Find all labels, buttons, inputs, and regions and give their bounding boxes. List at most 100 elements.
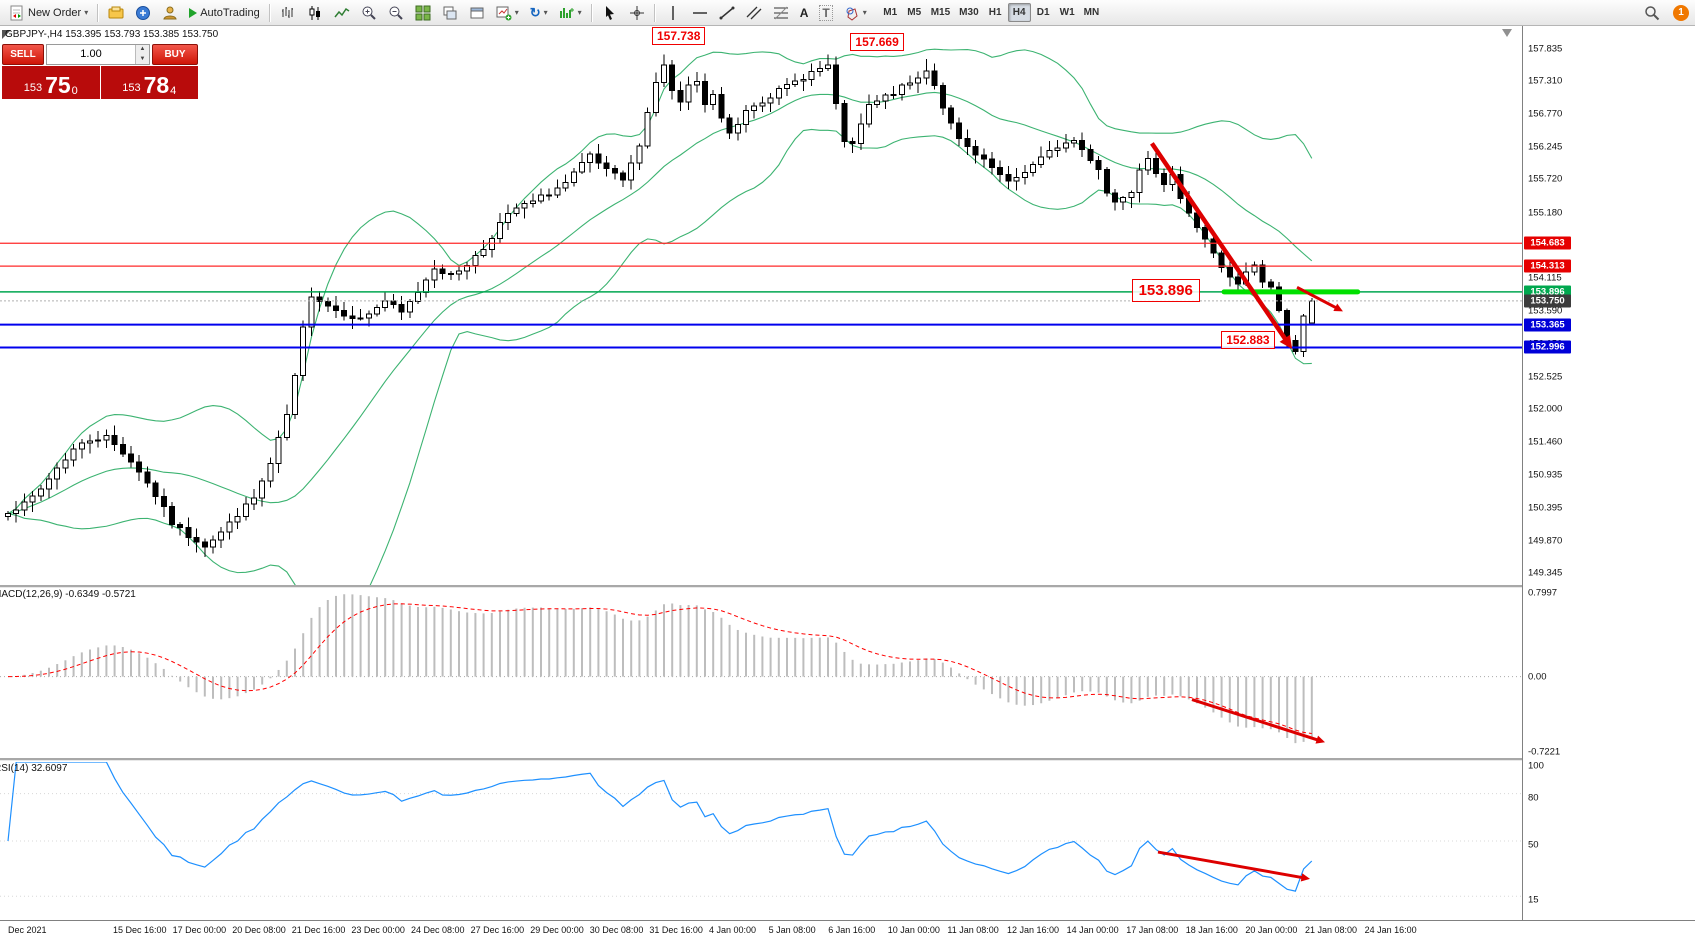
price-axis-label: 155.180 xyxy=(1528,207,1563,219)
community-icon xyxy=(163,6,177,19)
zoom-in-button[interactable] xyxy=(356,2,382,24)
price-annotation: 157.669 xyxy=(850,32,904,51)
price-tag: 153.365 xyxy=(1524,318,1571,332)
line-chart-button[interactable] xyxy=(329,2,355,24)
timeframe-m15-button[interactable]: M15 xyxy=(927,3,954,22)
cursor-tool-button[interactable] xyxy=(597,2,623,24)
crosshair-tool-button[interactable] xyxy=(624,2,650,24)
horizontal-line-icon xyxy=(692,11,707,14)
channel-icon xyxy=(746,6,762,19)
cascade-windows-button[interactable] xyxy=(437,2,463,24)
one-click-trading-panel: SELL 1.00 ▲ ▼ BUY 153 75 0 153 78 4 xyxy=(2,44,198,99)
price-annotation: 153.896 xyxy=(1131,278,1200,302)
timeframe-h4-button[interactable]: H4 xyxy=(1007,3,1031,22)
sell-price[interactable]: 153 75 0 xyxy=(2,66,100,99)
timeframe-h1-button[interactable]: H1 xyxy=(984,3,1007,22)
time-axis-label: 4 Jan 00:00 xyxy=(709,925,757,935)
timeframe-d1-button[interactable]: D1 xyxy=(1032,3,1055,22)
buy-price[interactable]: 153 78 4 xyxy=(100,66,198,99)
chart-profiles-button[interactable]: ↻ ▾ xyxy=(525,2,553,24)
price-axis-label: 156.245 xyxy=(1528,141,1563,153)
zoom-out-button[interactable] xyxy=(383,2,409,24)
horizontal-line-tool-button[interactable] xyxy=(687,2,713,24)
line-chart-icon xyxy=(334,7,350,17)
rsi-indicator-label: RSI(14) 32.6097 xyxy=(0,763,68,774)
caret-down-icon: ▾ xyxy=(543,7,548,17)
shapes-tool-button[interactable]: ▾ xyxy=(839,2,872,24)
crosshair-icon xyxy=(629,5,644,20)
bar-chart-button[interactable] xyxy=(275,2,301,24)
new-chart-icon xyxy=(496,6,512,20)
cascade-windows-icon xyxy=(443,6,457,19)
buy-price-big: 78 xyxy=(143,72,170,98)
timeframe-m30-button[interactable]: M30 xyxy=(955,3,982,22)
volume-value[interactable]: 1.00 xyxy=(80,48,102,60)
time-axis-label: 21 Dec 16:00 xyxy=(291,925,346,935)
cursor-icon xyxy=(605,5,614,20)
symbol-ohlc-label: GBPJPY-,H4 153.395 153.793 153.385 153.7… xyxy=(5,29,219,40)
rsi-axis-label: 15 xyxy=(1528,894,1539,906)
toolbar-separator xyxy=(268,3,271,22)
price-axis-label: 149.870 xyxy=(1528,535,1563,547)
price-tag: 154.683 xyxy=(1524,236,1571,250)
zoom-out-icon xyxy=(389,6,403,20)
label-tool-button[interactable]: T xyxy=(814,2,837,24)
buy-button[interactable]: BUY xyxy=(152,44,198,65)
rsi-axis-label: 50 xyxy=(1528,839,1539,851)
new-chart-button[interactable]: ▾ xyxy=(491,2,524,24)
vertical-line-tool-button[interactable] xyxy=(660,2,686,24)
fibonacci-tool-button[interactable] xyxy=(768,2,794,24)
vertical-line-icon xyxy=(671,5,674,20)
terminal-icon xyxy=(136,5,151,20)
panel-splitter[interactable] xyxy=(0,758,1695,761)
candlestick-chart-button[interactable] xyxy=(302,2,328,24)
timeframe-mn-button[interactable]: MN xyxy=(1080,3,1104,22)
time-axis-label: 12 Jan 16:00 xyxy=(1007,925,1060,935)
text-tool-icon: A xyxy=(799,5,809,20)
tile-windows-button[interactable] xyxy=(410,2,436,24)
channel-tool-button[interactable] xyxy=(741,2,767,24)
time-axis-label: Dec 2021 xyxy=(8,925,47,935)
trendline-tool-button[interactable] xyxy=(714,2,740,24)
price-axis-label: 155.720 xyxy=(1528,173,1563,185)
timeframe-m5-button[interactable]: M5 xyxy=(903,3,926,22)
new-order-button[interactable]: New Order ▾ xyxy=(4,2,93,24)
autotrading-button[interactable]: AutoTrading xyxy=(184,2,265,24)
buy-price-sup: 4 xyxy=(170,85,177,97)
text-tool-button[interactable]: A xyxy=(795,2,814,24)
shapes-icon xyxy=(846,7,858,21)
metaeditor-button[interactable] xyxy=(103,2,129,24)
panel-splitter[interactable] xyxy=(0,585,1695,588)
time-axis-label: 27 Dec 16:00 xyxy=(470,925,525,935)
indicators-button[interactable]: ▾ xyxy=(554,2,587,24)
volume-down-button[interactable]: ▼ xyxy=(136,54,149,64)
price-axis[interactable]: 157.835 157.310 156.770 156.245 155.720 155.1… xyxy=(1522,26,1695,920)
time-axis-label: 17 Dec 00:00 xyxy=(172,925,227,935)
volume-spinner: ▲ ▼ xyxy=(135,45,149,64)
volume-up-button[interactable]: ▲ xyxy=(136,45,149,55)
time-axis[interactable]: Dec 2021 15 Dec 16:00 17 Dec 00:00 20 Dec 0… xyxy=(0,920,1695,945)
caret-down-icon: ▾ xyxy=(84,7,89,17)
macd-indicator-label: MACD(12,26,9) -0.6349 -0.5721 xyxy=(0,589,136,600)
search-button[interactable] xyxy=(1639,2,1665,24)
timeframe-w1-button[interactable]: W1 xyxy=(1056,3,1079,22)
tile-windows-icon xyxy=(415,5,431,20)
fibonacci-icon xyxy=(773,6,788,19)
price-tag: 153.750 xyxy=(1524,294,1571,308)
arrange-windows-button[interactable] xyxy=(464,2,490,24)
arrange-windows-icon xyxy=(470,7,484,18)
macd-axis-label: 0.7997 xyxy=(1528,587,1558,599)
time-axis-label: 20 Dec 08:00 xyxy=(232,925,286,935)
timeframe-toolbar: M1 M5 M15 M30 H1 H4 D1 W1 MN xyxy=(879,3,1103,22)
sell-price-big: 75 xyxy=(45,72,71,98)
price-axis-label: 154.115 xyxy=(1528,272,1562,284)
terminal-button[interactable] xyxy=(130,2,156,24)
one-click-panel-toggle xyxy=(2,30,11,39)
sell-button[interactable]: SELL xyxy=(2,44,44,65)
timeframe-m1-button[interactable]: M1 xyxy=(879,3,902,22)
community-button[interactable] xyxy=(157,2,183,24)
notification-badge[interactable]: 1 xyxy=(1673,4,1689,21)
volume-field[interactable]: 1.00 ▲ ▼ xyxy=(46,44,150,65)
